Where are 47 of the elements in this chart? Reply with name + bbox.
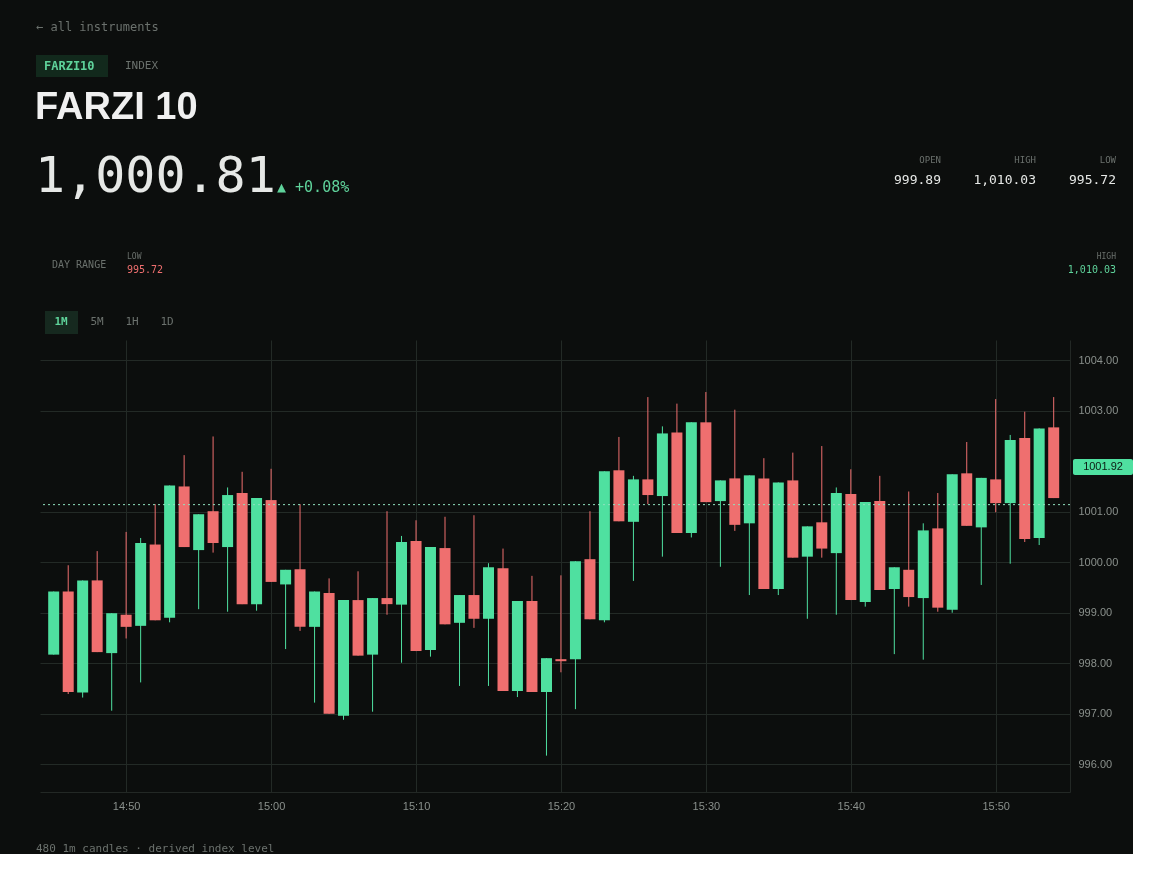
x-tick-label: 15:40 — [837, 799, 866, 812]
x-tick-label: 15:20 — [547, 799, 576, 812]
text: 995.72 — [127, 264, 164, 275]
text: LOW — [127, 252, 142, 261]
candlestick — [990, 398, 1002, 513]
candlestick — [555, 574, 567, 673]
x-tick-label: 15:10 — [402, 799, 431, 812]
y-tick-label: 1004.00 — [1078, 353, 1119, 366]
text: HIGH — [1096, 252, 1117, 261]
text: INDEX — [125, 59, 159, 72]
text: OPEN — [919, 155, 941, 165]
y-tick-label: 1000.00 — [1078, 555, 1119, 568]
x-tick-label: 14:50 — [112, 799, 141, 812]
candlestick — [381, 510, 393, 616]
text: 5M — [90, 315, 104, 328]
chart-title: FARZI 10 — [35, 85, 198, 127]
x-tick-label: 15:00 — [257, 799, 286, 812]
candlestick — [714, 479, 726, 568]
y-tick-label: 996.00 — [1078, 757, 1113, 770]
text: 1,010.03 — [1067, 264, 1116, 275]
candlestick — [888, 566, 900, 655]
text: 999.89 — [894, 172, 941, 187]
text: 1M — [54, 315, 68, 328]
candlestick — [642, 396, 654, 505]
text: FARZI10 — [44, 59, 95, 73]
x-tick-label: 15:50 — [982, 799, 1010, 812]
y-tick-label: 998.00 — [1078, 656, 1113, 669]
text: 995.72 — [1069, 172, 1116, 187]
text: 1,000.81 — [35, 146, 276, 204]
y-tick-label: 999.00 — [1078, 606, 1113, 619]
candlestick — [280, 569, 292, 650]
text: 1001.92 — [1083, 460, 1123, 472]
text: DAY RANGE — [52, 259, 107, 270]
candlestick — [120, 531, 132, 639]
text: ← all instruments — [36, 20, 159, 34]
text: 1D — [160, 315, 174, 328]
text: 1H — [125, 315, 139, 328]
x-tick-label: 15:30 — [692, 799, 721, 812]
text: LOW — [1099, 155, 1117, 165]
text: ▲ +0.08% — [277, 178, 350, 196]
y-tick-label: 997.00 — [1078, 707, 1113, 720]
candlestick — [468, 514, 480, 629]
y-tick-label: 1003.00 — [1078, 404, 1119, 417]
text: 480 1m candles · derived index level — [36, 842, 275, 855]
y-tick-label: 1001.00 — [1078, 505, 1119, 518]
text: HIGH — [1014, 155, 1036, 165]
text: 1,010.03 — [973, 172, 1036, 187]
